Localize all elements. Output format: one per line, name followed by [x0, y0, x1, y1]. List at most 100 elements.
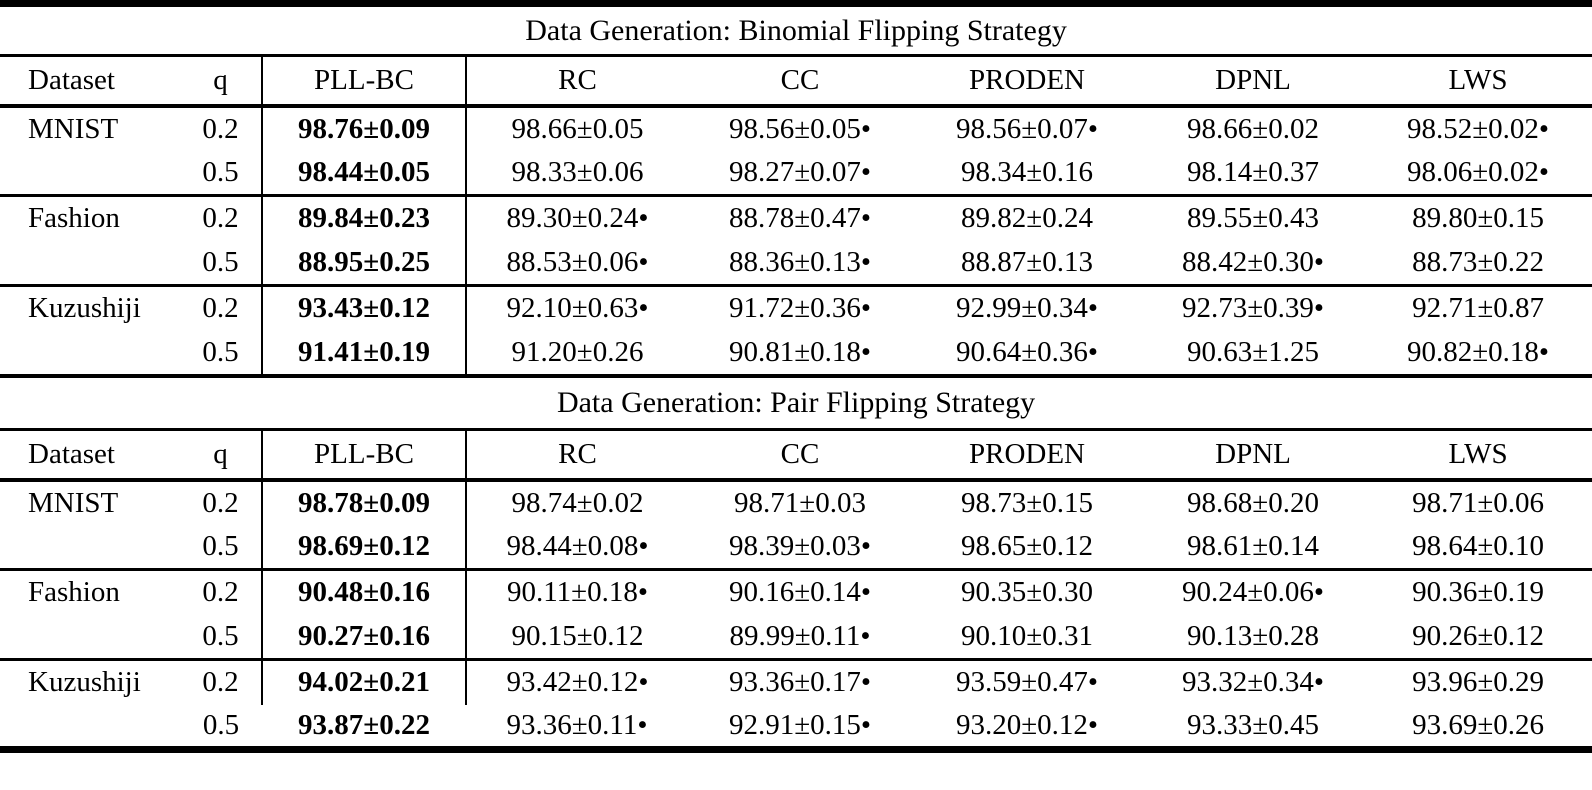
cell-pll-bc: 98.76±0.09 — [262, 105, 467, 151]
col-header-lws: LWS — [1364, 429, 1592, 482]
cell-dataset — [0, 705, 180, 750]
cell-dpnl: 92.73±0.39• — [1181, 292, 1325, 325]
col-header-cc: CC — [688, 55, 912, 108]
table-row: Fashion 0.2 89.84±0.23 89.30±0.24• 88.78… — [0, 195, 1592, 241]
cell-dpnl: 90.13±0.28 — [1187, 619, 1319, 652]
cell-rc: 90.11±0.18• — [507, 576, 648, 609]
cell-q: 0.2 — [180, 479, 263, 525]
col-header-lws: LWS — [1364, 55, 1592, 108]
cell-dataset — [0, 615, 180, 660]
cell-pll-bc: 88.95±0.25 — [262, 240, 467, 286]
cell-cc: 90.16±0.14• — [728, 576, 872, 609]
cell-q: 0.2 — [180, 285, 263, 331]
table-row: Kuzushiji 0.2 94.02±0.21 93.42±0.12• 93.… — [0, 659, 1592, 705]
table-row: 0.5 88.95±0.25 88.53±0.06• 88.36±0.13• 8… — [0, 240, 1592, 286]
table-row: MNIST 0.2 98.78±0.09 98.74±0.02 98.71±0.… — [0, 479, 1592, 525]
cell-dpnl: 98.68±0.20 — [1187, 486, 1319, 519]
cell-rc: 93.36±0.11• — [506, 708, 648, 741]
cell-q: 0.5 — [180, 524, 263, 570]
cell-cc: 89.99±0.11• — [729, 619, 871, 652]
cell-cc: 93.36±0.17• — [728, 666, 872, 699]
cell-lws: 90.82±0.18• — [1407, 335, 1550, 368]
col-header-pll-bc: PLL-BC — [262, 429, 467, 482]
table-row: Data Generation: Binomial Flipping Strat… — [0, 3, 1592, 57]
cell-dataset — [0, 331, 180, 376]
cell-rc: 90.15±0.12 — [511, 619, 644, 652]
cell-dataset: MNIST — [28, 486, 119, 519]
cell-proden: 90.64±0.36• — [955, 335, 1099, 368]
results-table-binomial: Data Generation: Binomial Flipping Strat… — [0, 0, 1592, 378]
col-header-rc: RC — [466, 429, 688, 482]
cell-cc: 91.72±0.36• — [728, 292, 872, 325]
cell-cc: 98.56±0.05• — [728, 112, 872, 145]
cell-lws: 98.64±0.10 — [1412, 529, 1545, 562]
cell-proden: 98.56±0.07• — [955, 112, 1099, 145]
cell-dpnl: 93.33±0.45 — [1187, 708, 1319, 741]
cell-cc: 92.91±0.15• — [728, 708, 872, 741]
cell-pll-bc: 90.27±0.16 — [262, 614, 467, 660]
cell-dpnl: 90.63±1.25 — [1187, 335, 1319, 368]
dataset-group-fashion: Fashion 0.2 89.84±0.23 89.30±0.24• 88.78… — [0, 195, 1592, 286]
results-table-pair: Data Generation: Pair Flipping Strategy … — [0, 377, 1592, 753]
cell-rc: 88.53±0.06• — [506, 245, 649, 278]
table-row: 0.5 93.87±0.22 93.36±0.11• 92.91±0.15• 9… — [0, 705, 1592, 750]
cell-dpnl: 90.24±0.06• — [1181, 576, 1325, 609]
cell-proden: 98.34±0.16 — [961, 155, 1093, 188]
cell-proden: 93.20±0.12• — [955, 708, 1099, 741]
table-row: Kuzushiji 0.2 93.43±0.12 92.10±0.63• 91.… — [0, 285, 1592, 331]
cell-pll-bc: 89.84±0.23 — [262, 195, 467, 241]
cell-q: 0.5 — [180, 150, 263, 196]
cell-q: 0.2 — [180, 195, 263, 241]
cell-dataset — [0, 151, 180, 196]
cell-pll-bc: 94.02±0.21 — [262, 659, 467, 705]
cell-lws: 93.96±0.29 — [1412, 666, 1545, 699]
table-row: Dataset q PLL-BC RC CC PRODEN DPNL LWS — [0, 55, 1592, 108]
col-header-q: q — [180, 429, 263, 482]
cell-dpnl: 93.32±0.34• — [1181, 666, 1325, 699]
col-header-dpnl: DPNL — [1142, 429, 1364, 482]
cell-cc: 98.71±0.03 — [734, 486, 866, 519]
cell-q: 0.5 — [180, 330, 263, 376]
cell-dataset: Fashion — [28, 202, 120, 235]
cell-dataset: Kuzushiji — [28, 666, 141, 699]
cell-cc: 98.39±0.03• — [728, 529, 872, 562]
col-header-dataset: Dataset — [0, 55, 180, 108]
cell-rc: 89.30±0.24• — [506, 202, 649, 235]
cell-lws: 93.69±0.26 — [1412, 708, 1545, 741]
cell-q: 0.5 — [180, 614, 263, 660]
cell-proden: 98.65±0.12 — [961, 529, 1093, 562]
cell-proden: 93.59±0.47• — [955, 666, 1099, 699]
cell-rc: 92.10±0.63• — [506, 292, 649, 325]
table-row: 0.5 98.44±0.05 98.33±0.06 98.27±0.07• 98… — [0, 150, 1592, 196]
cell-rc: 91.20±0.26 — [511, 335, 644, 368]
col-header-cc: CC — [688, 429, 912, 482]
cell-dpnl: 89.55±0.43 — [1187, 202, 1319, 235]
cell-dataset — [0, 241, 180, 286]
cell-q: 0.5 — [180, 240, 263, 286]
cell-lws: 98.52±0.02• — [1407, 112, 1550, 145]
table-row: 0.5 90.27±0.16 90.15±0.12 89.99±0.11• 90… — [0, 614, 1592, 660]
cell-dpnl: 98.14±0.37 — [1187, 155, 1319, 188]
table-row: MNIST 0.2 98.76±0.09 98.66±0.05 98.56±0.… — [0, 105, 1592, 151]
cell-dpnl: 98.66±0.02 — [1187, 112, 1319, 145]
cell-q: 0.2 — [180, 105, 263, 151]
cell-lws: 90.26±0.12 — [1412, 619, 1545, 652]
cell-cc: 88.78±0.47• — [728, 202, 872, 235]
cell-dataset — [0, 525, 180, 570]
table-row: Fashion 0.2 90.48±0.16 90.11±0.18• 90.16… — [0, 569, 1592, 615]
cell-dataset: Kuzushiji — [28, 292, 141, 325]
cell-rc: 98.44±0.08• — [506, 529, 649, 562]
cell-proden: 88.87±0.13 — [961, 245, 1093, 278]
cell-lws: 98.06±0.02• — [1407, 155, 1550, 188]
dataset-group-kuzushiji: Kuzushiji 0.2 93.43±0.12 92.10±0.63• 91.… — [0, 285, 1592, 376]
dataset-group-kuzushiji: Kuzushiji 0.2 94.02±0.21 93.42±0.12• 93.… — [0, 659, 1592, 750]
cell-pll-bc: 98.44±0.05 — [262, 150, 467, 196]
col-header-q: q — [180, 55, 263, 108]
table-title: Data Generation: Binomial Flipping Strat… — [0, 3, 1592, 57]
cell-lws: 90.36±0.19 — [1412, 576, 1545, 609]
col-header-dataset: Dataset — [0, 429, 180, 482]
cell-pll-bc: 98.78±0.09 — [262, 479, 467, 525]
cell-rc: 93.42±0.12• — [506, 666, 649, 699]
cell-lws: 92.71±0.87 — [1412, 292, 1544, 325]
cell-lws: 89.80±0.15 — [1412, 202, 1544, 235]
